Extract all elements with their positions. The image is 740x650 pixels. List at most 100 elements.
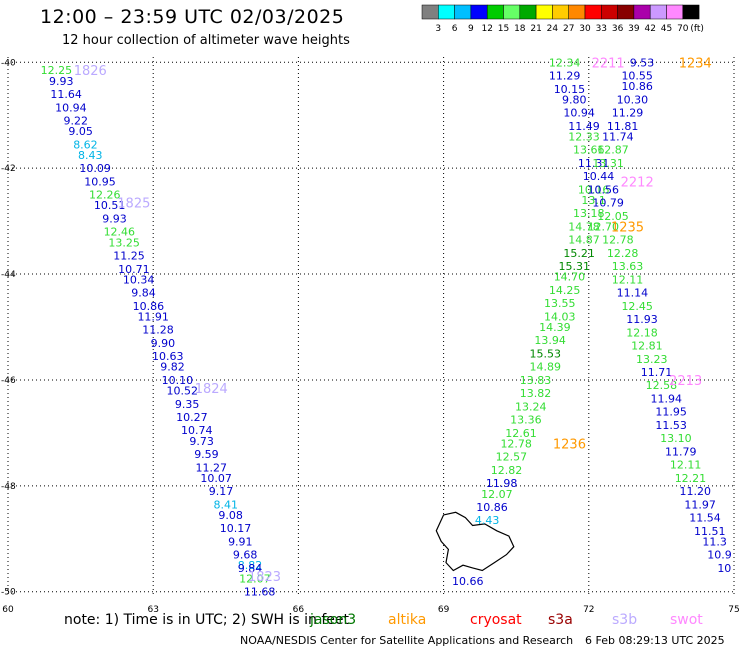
colorbar-level-label: 45	[661, 24, 672, 34]
pass-id-label: 1235	[611, 220, 644, 235]
wave-height-value: 10.95	[84, 175, 116, 188]
wave-height-value: 14.70	[554, 271, 586, 284]
wave-height-value: 13.94	[534, 334, 566, 347]
wave-height-value: 11.29	[612, 107, 644, 120]
wave-height-value: 11.64	[50, 88, 82, 101]
wave-height-value: 9.22	[64, 115, 89, 128]
wave-height-value: 14.25	[549, 284, 581, 297]
wave-height-value: 15.53	[529, 347, 561, 360]
colorbar-level-label: 42	[644, 24, 655, 34]
wave-height-value: 11.97	[684, 498, 716, 511]
wave-height-value: 12.33	[568, 130, 600, 143]
wave-height-value: 11.74	[602, 130, 634, 143]
colorbar-level-label: 33	[596, 24, 607, 34]
colorbar-level-label: 6	[452, 24, 458, 34]
note-text: note: 1) Time is in UTC; 2) SWH is in fe…	[64, 612, 350, 628]
colorbar-level-label: 18	[514, 24, 526, 34]
wave-height-value: 9.90	[151, 337, 176, 350]
colorbar-swatch	[601, 4, 618, 20]
wave-height-value: 10.94	[55, 101, 87, 114]
pass-id-label: 1234	[679, 56, 712, 71]
wave-height-value: 11.49	[568, 120, 600, 133]
credit-text: NOAA/NESDIS Center for Satellite Applica…	[240, 634, 574, 647]
wave-height-value: 13.1	[581, 194, 606, 207]
wave-height-value: 11.94	[650, 392, 682, 405]
x-tick-label: 60	[2, 605, 14, 615]
satellite-legend-swot: swot	[670, 612, 703, 628]
wave-height-value: 9.73	[189, 435, 214, 448]
wave-height-value: 12.78	[500, 437, 532, 450]
satellite-legend-s3a: s3a	[548, 612, 573, 628]
wave-height-value: 12.18	[626, 326, 658, 339]
wave-height-value: 15.21	[563, 247, 595, 260]
wave-height-value: 11.3	[702, 535, 727, 548]
wave-height-value: 11.93	[626, 313, 658, 326]
x-tick-label: 75	[728, 605, 739, 615]
wave-height-value: 12.45	[621, 300, 653, 313]
x-tick-label: 66	[293, 605, 305, 615]
wave-height-value: 13.31	[592, 157, 624, 170]
y-tick-label: -50	[1, 588, 16, 598]
wave-height-value: 13.25	[108, 236, 140, 249]
y-tick-label: -44	[1, 270, 16, 280]
wave-height-value: 10.07	[200, 472, 232, 485]
wave-height-value: 8.62	[73, 138, 98, 151]
wave-height-value: 9.35	[175, 398, 200, 411]
wave-height-value: 10.17	[220, 522, 252, 535]
wave-height-value: 10.63	[152, 350, 184, 363]
colorbar-unit-label: (ft)	[690, 24, 704, 34]
wave-height-value: 11.51	[694, 525, 726, 538]
wave-height-value: 9.17	[209, 485, 234, 498]
colorbar-swatch	[568, 4, 586, 20]
colorbar-level-label: 36	[612, 24, 624, 34]
wave-height-value: 13.18	[573, 207, 605, 220]
wave-height-value: 12.70	[588, 220, 620, 233]
wave-height-value: 13.55	[544, 297, 576, 310]
pass-id-label: 1826	[74, 64, 107, 79]
x-tick-label: 72	[583, 605, 594, 615]
wave-height-value: 12.78	[602, 234, 634, 247]
wave-height-value: 10.79	[592, 197, 624, 210]
chart-title: 12:00 – 23:59 UTC 02/03/2025	[40, 6, 345, 28]
wave-height-value: 14.39	[539, 321, 571, 334]
wave-height-value: 10.86	[476, 501, 508, 514]
wave-height-value: 14.78	[568, 220, 600, 233]
colorbar-swatch	[421, 4, 439, 20]
colorbar-level-label: 70	[677, 24, 689, 34]
wave-height-value: 11.29	[549, 70, 581, 83]
colorbar-swatch	[584, 4, 602, 20]
wave-height-value: 12.57	[496, 451, 528, 464]
wave-height-value: 11.91	[137, 310, 169, 323]
wave-height-value: 9.91	[228, 535, 253, 548]
colorbar-level-label: 9	[468, 24, 474, 34]
wave-height-value: 10.30	[617, 93, 649, 106]
wave-height-value: 10.94	[563, 107, 595, 120]
wave-height-value: 14.87	[568, 234, 600, 247]
wave-height-value: 12.82	[491, 464, 523, 477]
wave-height-value: 13.63	[612, 260, 644, 273]
wave-height-value: 11.54	[689, 512, 721, 525]
wave-height-value: 10.34	[123, 273, 155, 286]
wave-height-value: 9.59	[194, 448, 219, 461]
wave-height-value: 12.21	[675, 472, 707, 485]
wave-height-value: 10.56	[588, 183, 620, 196]
colorbar-level-label: 21	[530, 24, 541, 34]
wave-height-value: 10.09	[79, 162, 111, 175]
wave-height-value: 14.03	[544, 310, 576, 323]
pass-id-label: 1825	[117, 197, 150, 212]
wave-height-value: 9.93	[49, 75, 74, 88]
colorbar-swatch	[454, 4, 472, 20]
wave-height-value: 11.31	[578, 157, 610, 170]
wave-height-value: 10	[717, 562, 731, 575]
wave-height-value: 9.68	[233, 549, 258, 562]
satellite-legend-cryosat: cryosat	[470, 612, 522, 628]
pass-id-label: 2211	[592, 56, 625, 71]
colorbar-level-label: 24	[547, 24, 559, 34]
pass-id-label: 1823	[248, 570, 281, 585]
wave-height-value: 10.86	[133, 300, 165, 313]
wave-height-value: 13.10	[660, 432, 692, 445]
wave-height-value: 10.86	[621, 80, 653, 93]
wave-height-value: 9.93	[102, 212, 127, 225]
wave-height-value: 12.26	[89, 189, 121, 202]
